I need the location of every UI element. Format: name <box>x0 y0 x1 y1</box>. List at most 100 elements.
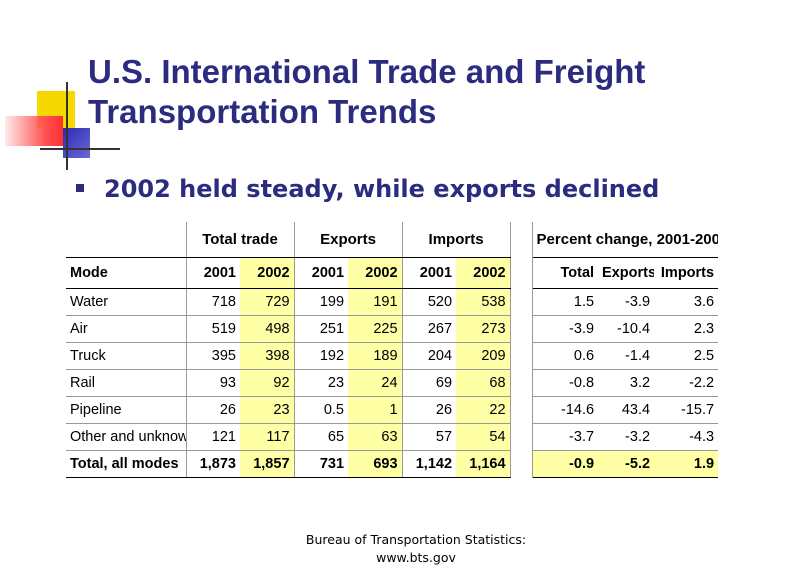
header-exports-2002: 2002 <box>348 257 403 289</box>
table-cell: 498 <box>240 315 295 343</box>
table-cell: 204 <box>401 342 457 370</box>
logo-vertical-line <box>66 82 68 170</box>
group-header-empty <box>66 222 186 258</box>
source-line-2: www.bts.gov <box>376 550 456 565</box>
table-cell: 189 <box>348 342 403 370</box>
column-gap <box>509 288 533 316</box>
group-header-row: Total trade Exports Imports Percent chan… <box>66 222 719 258</box>
total-cell: 1,857 <box>240 450 295 478</box>
table-cell: 65 <box>293 423 349 451</box>
table-cell: -4.3 <box>654 423 719 451</box>
column-gap <box>509 315 533 343</box>
table-cell: 209 <box>456 342 511 370</box>
table-cell: 251 <box>293 315 349 343</box>
total-cell: -5.2 <box>598 450 655 478</box>
table-row: Air 519 498 251 225 267 273 -3.9 -10.4 2.3 <box>66 315 719 343</box>
table-row: Pipeline 26 23 0.5 1 26 22 -14.6 43.4 -15.7 <box>66 396 719 424</box>
column-gap <box>509 257 533 289</box>
column-gap <box>509 423 533 451</box>
table-cell: 26 <box>401 396 457 424</box>
table-cell: 69 <box>401 369 457 397</box>
mode-label: Truck <box>66 342 186 370</box>
trade-table: Total trade Exports Imports Percent chan… <box>66 222 719 478</box>
group-imports: Imports <box>401 222 511 258</box>
group-total-trade: Total trade <box>185 222 295 258</box>
column-gap <box>509 450 533 478</box>
mode-label: Other and unknown <box>66 423 186 451</box>
column-gap <box>509 396 533 424</box>
column-gap <box>509 369 533 397</box>
total-cell: 731 <box>293 450 349 478</box>
table-row: Other and unknown 121 117 65 63 57 54 -3.7 -3.2-… <box>66 423 719 451</box>
table-cell: 22 <box>456 396 511 424</box>
header-imports-2001: 2001 <box>401 257 457 289</box>
table-cell: -15.7 <box>654 396 719 424</box>
table-cell: 24 <box>348 369 403 397</box>
mode-label: Air <box>66 315 186 343</box>
table-cell: -3.2 <box>598 423 655 451</box>
total-label: Total, all modes <box>66 450 186 478</box>
table-row: Water 718 729 199 191 520 538 1.5 -3.9 3.6 <box>66 288 719 316</box>
table-cell: 267 <box>401 315 457 343</box>
logo-horizontal-line <box>40 148 120 150</box>
table-cell: 121 <box>185 423 240 451</box>
group-percent-change: Percent change, 2001-2002 <box>532 222 719 258</box>
table-cell: 0.6 <box>532 342 599 370</box>
table-cell: 395 <box>185 342 240 370</box>
header-imports-2002: 2002 <box>456 257 511 289</box>
table-cell: 2.5 <box>654 342 719 370</box>
mode-label: Rail <box>66 369 186 397</box>
table-cell: -3.9 <box>532 315 599 343</box>
total-cell: -0.9 <box>532 450 599 478</box>
table-cell: 1 <box>348 396 403 424</box>
table-cell: 1.5 <box>532 288 599 316</box>
table-cell: 117 <box>240 423 295 451</box>
table-cell: 23 <box>240 396 295 424</box>
group-exports: Exports <box>293 222 403 258</box>
table-cell: 3.6 <box>654 288 719 316</box>
table-cell: 729 <box>240 288 295 316</box>
total-row: Total, all modes 1,873 1,857 731 693 1,1… <box>66 450 719 478</box>
column-gap <box>509 222 533 258</box>
table-cell: 43.4 <box>598 396 655 424</box>
header-total-2002: 2002 <box>240 257 295 289</box>
table-cell: 0.5 <box>293 396 349 424</box>
mode-label: Pipeline <box>66 396 186 424</box>
table-row: Truck 395 398 192 189 204 209 0.6 -1.4 2.5 <box>66 342 719 370</box>
slide-title: U.S. International Trade and Freight Tra… <box>88 53 646 130</box>
table-cell: 225 <box>348 315 403 343</box>
table-cell: 718 <box>185 288 240 316</box>
header-pct-exports: Exports <box>598 257 655 289</box>
table-cell: -3.9 <box>598 288 655 316</box>
decorative-logo <box>0 0 130 180</box>
table-cell: 68 <box>456 369 511 397</box>
bullet-square-icon <box>76 184 84 192</box>
table-cell: 57 <box>401 423 457 451</box>
mode-label: Water <box>66 288 186 316</box>
total-cell: 1,873 <box>185 450 240 478</box>
table-cell: 26 <box>185 396 240 424</box>
column-gap <box>509 342 533 370</box>
bullet-text: 2002 held steady, while exports declined <box>104 175 660 203</box>
table-cell: 520 <box>401 288 457 316</box>
source-note: Bureau of Transportation Statistics: www… <box>268 531 564 567</box>
table-cell: 519 <box>185 315 240 343</box>
header-pct-imports: Imports <box>654 257 719 289</box>
table-cell: 2.3 <box>654 315 719 343</box>
total-cell: 1,164 <box>456 450 511 478</box>
table-cell: -2.2 <box>654 369 719 397</box>
table-body: Water 718 729 199 191 520 538 1.5 -3.9 3.6 Air 519 4… <box>66 288 719 451</box>
table-cell: -0.8 <box>532 369 599 397</box>
table-cell: 199 <box>293 288 349 316</box>
total-cell: 1,142 <box>401 450 457 478</box>
table-cell: 63 <box>348 423 403 451</box>
table-row: Rail 93 92 23 24 69 68 -0.8 3.2 -2.2 <box>66 369 719 397</box>
table-cell: -10.4 <box>598 315 655 343</box>
table-cell: 92 <box>240 369 295 397</box>
table-cell: 273 <box>456 315 511 343</box>
table-cell: -3.7 <box>532 423 599 451</box>
header-exports-2001: 2001 <box>293 257 349 289</box>
column-header-row: Mode 2001 2002 2001 2002 2001 2002 Total… <box>66 257 719 289</box>
table-cell: 23 <box>293 369 349 397</box>
table-cell: 3.2 <box>598 369 655 397</box>
